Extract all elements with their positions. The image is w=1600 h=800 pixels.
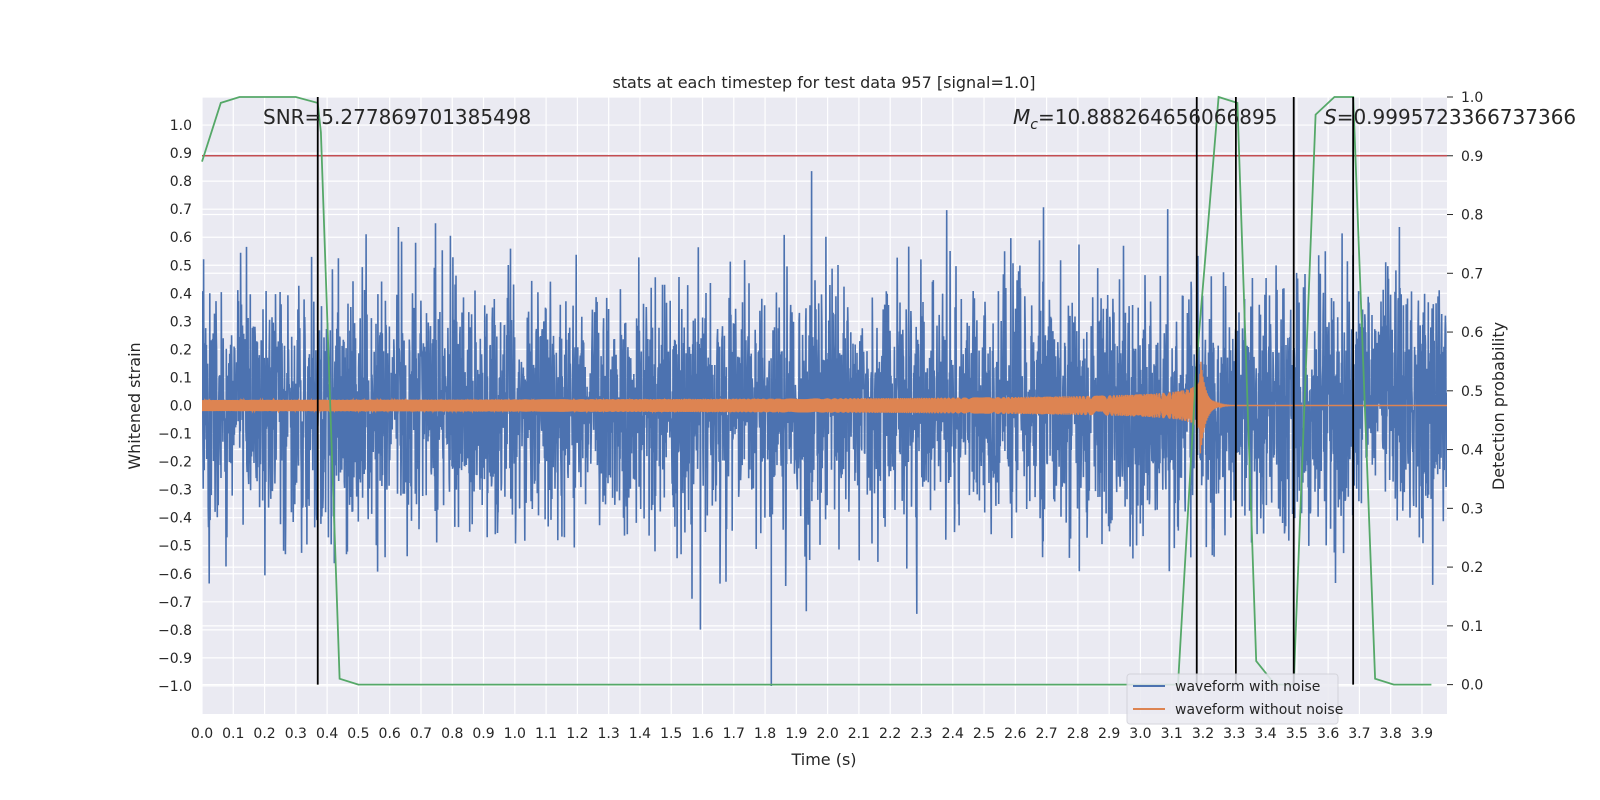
x-tick-label: 3.9 (1411, 726, 1433, 742)
y-right-tick-label: 1.0 (1461, 90, 1483, 106)
y-right-tick-label: 0.2 (1461, 560, 1483, 576)
chirp-mass-annotation: Mc=10.888264656066895 (1013, 105, 1277, 133)
x-tick-label: 1.2 (566, 726, 588, 742)
y-tick-label: −0.7 (158, 595, 192, 611)
y-tick-label: 0.9 (170, 146, 192, 162)
x-tick-label: 2.4 (942, 726, 964, 742)
spin-annotation: S=0.9995723366737366 (1324, 105, 1576, 129)
spin-symbol: S (1324, 105, 1337, 129)
x-tick-label: 2.7 (1035, 726, 1057, 742)
x-tick-label: 3.8 (1380, 726, 1402, 742)
y-tick-label: 0.1 (170, 370, 192, 386)
x-tick-label: 0.5 (347, 726, 369, 742)
x-tick-label: 3.3 (1223, 726, 1245, 742)
y-right-tick-label: 0.8 (1461, 208, 1483, 224)
x-tick-label: 2.2 (879, 726, 901, 742)
x-tick-label: 2.3 (910, 726, 932, 742)
y-tick-label: −0.5 (158, 539, 192, 555)
y-tick-label: −0.8 (158, 623, 192, 639)
x-tick-label: 1.8 (754, 726, 776, 742)
legend-box (1126, 673, 1339, 725)
x-tick-label: 2.8 (1067, 726, 1089, 742)
noisy-waveform-line (202, 171, 1447, 686)
chart-title: stats at each timestep for test data 957… (612, 73, 1035, 92)
y-tick-label: −0.3 (158, 483, 192, 499)
x-tick-label: 0.0 (191, 726, 213, 742)
x-tick-label: 3.0 (1129, 726, 1151, 742)
y-right-tick-label: 0.6 (1461, 325, 1483, 341)
x-tick-label: 0.1 (222, 726, 244, 742)
x-tick-label: 3.1 (1161, 726, 1183, 742)
x-tick-label: 2.6 (1004, 726, 1026, 742)
x-tick-label: 2.5 (973, 726, 995, 742)
annotations: SNR=5.277869701385498 Mc=10.888264656066… (263, 105, 1576, 133)
x-tick-label: 3.6 (1317, 726, 1339, 742)
y-tick-label: 0.5 (170, 258, 192, 274)
x-tick-label: 0.8 (441, 726, 463, 742)
y-right-tick-label: 0.3 (1461, 501, 1483, 517)
x-tick-label: 0.2 (253, 726, 275, 742)
chirp-mass-subscript: c (1030, 117, 1038, 133)
legend: waveform with noise waveform without noi… (1126, 673, 1343, 725)
y-right-tick-label: 0.1 (1461, 619, 1483, 635)
y-right-tick-label: 0.7 (1461, 266, 1483, 282)
y-right-tick-label: 0.4 (1461, 443, 1483, 459)
y-right-tick-label: 0.9 (1461, 149, 1483, 165)
x-tick-label: 0.9 (472, 726, 494, 742)
y-tick-label: −0.9 (158, 651, 192, 667)
x-tick-label: 3.5 (1286, 726, 1308, 742)
x-tick-label: 3.7 (1348, 726, 1370, 742)
y-tick-label: 0.7 (170, 202, 192, 218)
y-tick-label: 0.6 (170, 230, 192, 246)
y-right-tick-label: 0.0 (1461, 678, 1483, 694)
y-tick-label: −0.6 (158, 567, 192, 583)
y-tick-label: −0.1 (158, 427, 192, 443)
x-tick-label: 1.3 (598, 726, 620, 742)
y-tick-label: −1.0 (158, 679, 192, 695)
x-tick-label: 0.3 (285, 726, 307, 742)
chirp-mass-value: =10.888264656066895 (1038, 105, 1277, 129)
y-tick-label: 0.0 (170, 399, 192, 415)
x-axis-label: Time (s) (790, 750, 856, 769)
y-tick-label: 0.8 (170, 174, 192, 190)
x-tick-label: 1.7 (723, 726, 745, 742)
y-axis-label: Whitened strain (125, 342, 144, 469)
legend-label-noise: waveform with noise (1175, 679, 1320, 695)
snr-annotation: SNR=5.277869701385498 (263, 105, 531, 129)
x-tick-label: 1.6 (691, 726, 713, 742)
x-tick-label: 0.7 (410, 726, 432, 742)
y-tick-label: 0.3 (170, 314, 192, 330)
y-right-axis-label: Detection probability (1489, 322, 1508, 490)
x-tick-label: 1.5 (660, 726, 682, 742)
x-tick-label: 1.9 (785, 726, 807, 742)
x-tick-label: 3.2 (1192, 726, 1214, 742)
x-tick-label: 2.9 (1098, 726, 1120, 742)
x-tick-label: 3.4 (1254, 726, 1276, 742)
x-tick-label: 1.4 (629, 726, 651, 742)
y-tick-label: 1.0 (170, 118, 192, 134)
y-right-tick-label: 0.5 (1461, 384, 1483, 400)
y-tick-label: −0.2 (158, 455, 192, 471)
x-tick-label: 2.1 (848, 726, 870, 742)
legend-label-clean: waveform without noise (1175, 702, 1343, 718)
x-tick-label: 0.6 (379, 726, 401, 742)
x-tick-label: 0.4 (316, 726, 338, 742)
clean-waveform-line (202, 361, 1447, 454)
y-tick-label: 0.2 (170, 342, 192, 358)
axes: 0.0 0.1 0.2 0.3 0.4 0.5 0.6 0.7 0.8 0.9 1.0 1.1 1.2 1… (158, 90, 1483, 742)
x-tick-label: 2.0 (816, 726, 838, 742)
y-tick-label: −0.4 (158, 511, 192, 527)
x-tick-label: 1.1 (535, 726, 557, 742)
y-tick-label: 0.4 (170, 286, 192, 302)
spin-value: =0.9995723366737366 (1337, 105, 1576, 129)
x-tick-label: 1.0 (504, 726, 526, 742)
chirp-mass-symbol: M (1013, 105, 1030, 129)
